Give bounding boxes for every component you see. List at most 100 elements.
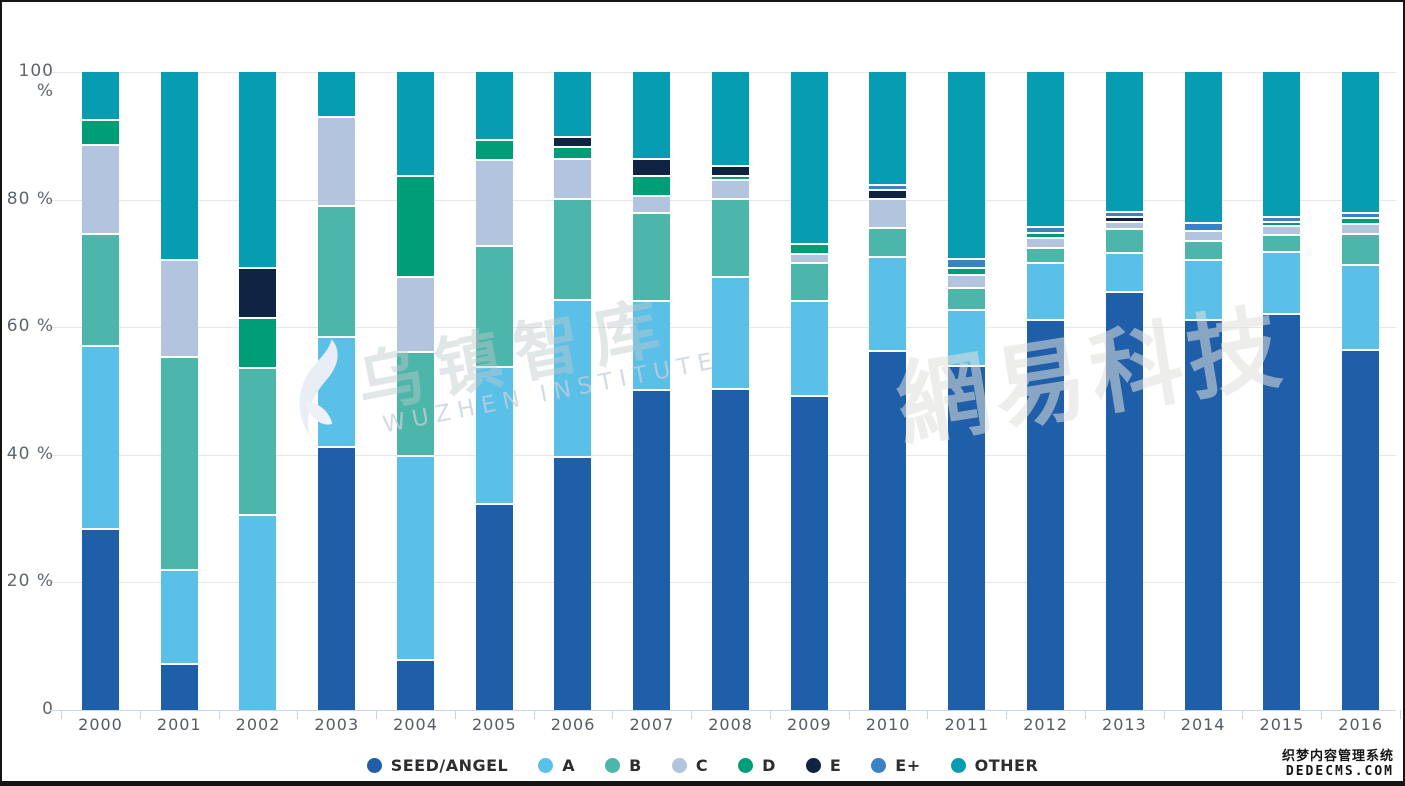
segment-d-2015[interactable] bbox=[1263, 220, 1301, 226]
segment-other-2009[interactable] bbox=[790, 72, 828, 244]
segment-c-2015[interactable] bbox=[1263, 225, 1301, 235]
bar-2001[interactable] bbox=[160, 72, 198, 710]
segment-d-2004[interactable] bbox=[396, 175, 434, 276]
segment-e-2010[interactable] bbox=[869, 189, 907, 199]
bar-2010[interactable] bbox=[869, 72, 907, 710]
segment-b-2000[interactable] bbox=[81, 232, 119, 346]
segment-c-2016[interactable] bbox=[1342, 222, 1380, 233]
segment-d-2008[interactable] bbox=[711, 174, 749, 180]
legend-item-seed-angel[interactable]: SEED/ANGEL bbox=[366, 756, 509, 775]
segment-e+-2013[interactable] bbox=[1105, 211, 1143, 216]
bar-2016[interactable] bbox=[1342, 72, 1380, 710]
segment-a-2007[interactable] bbox=[633, 299, 671, 390]
segment-b-2001[interactable] bbox=[160, 355, 198, 570]
segment-d-2012[interactable] bbox=[1027, 232, 1064, 238]
segment-other-2007[interactable] bbox=[633, 72, 671, 159]
segment-other-2000[interactable] bbox=[81, 72, 119, 120]
segment-c-2009[interactable] bbox=[790, 252, 828, 262]
segment-other-2001[interactable] bbox=[160, 72, 198, 259]
segment-b-2005[interactable] bbox=[475, 244, 513, 367]
legend-item-a[interactable]: A bbox=[538, 756, 575, 775]
segment-seed-angel-2013[interactable] bbox=[1105, 290, 1143, 710]
segment-other-2014[interactable] bbox=[1184, 72, 1222, 222]
segment-c-2007[interactable] bbox=[633, 194, 671, 213]
segment-other-2004[interactable] bbox=[396, 72, 434, 176]
segment-seed-angel-2003[interactable] bbox=[318, 445, 356, 710]
segment-a-2009[interactable] bbox=[790, 300, 828, 396]
bar-2009[interactable] bbox=[790, 72, 828, 710]
segment-b-2013[interactable] bbox=[1105, 228, 1143, 252]
segment-a-2002[interactable] bbox=[239, 514, 277, 710]
segment-seed-angel-2011[interactable] bbox=[948, 365, 986, 710]
segment-c-2012[interactable] bbox=[1027, 237, 1064, 247]
legend-item-other[interactable]: OTHER bbox=[950, 756, 1039, 775]
bar-2011[interactable] bbox=[948, 72, 986, 710]
segment-a-2000[interactable] bbox=[81, 345, 119, 528]
segment-other-2005[interactable] bbox=[475, 72, 513, 140]
segment-d-2000[interactable] bbox=[81, 119, 119, 145]
bar-2007[interactable] bbox=[633, 72, 671, 710]
bar-2006[interactable] bbox=[554, 72, 592, 710]
legend-item-e+[interactable]: E+ bbox=[871, 756, 920, 775]
segment-c-2014[interactable] bbox=[1184, 230, 1222, 241]
segment-other-2003[interactable] bbox=[318, 72, 356, 117]
segment-e-2008[interactable] bbox=[711, 164, 749, 175]
segment-a-2001[interactable] bbox=[160, 569, 198, 663]
segment-d-2016[interactable] bbox=[1342, 216, 1380, 223]
segment-b-2014[interactable] bbox=[1184, 240, 1222, 259]
segment-other-2012[interactable] bbox=[1027, 72, 1064, 227]
segment-b-2011[interactable] bbox=[948, 287, 986, 310]
segment-c-2003[interactable] bbox=[318, 116, 356, 205]
segment-e-2006[interactable] bbox=[554, 136, 592, 147]
segment-c-2005[interactable] bbox=[475, 158, 513, 245]
segment-e-2007[interactable] bbox=[633, 158, 671, 175]
segment-seed-angel-2015[interactable] bbox=[1263, 312, 1301, 710]
segment-e-2002[interactable] bbox=[239, 266, 277, 318]
segment-seed-angel-2012[interactable] bbox=[1027, 318, 1064, 710]
segment-b-2016[interactable] bbox=[1342, 232, 1380, 265]
legend-item-c[interactable]: C bbox=[671, 756, 708, 775]
bar-2013[interactable] bbox=[1105, 72, 1143, 710]
segment-seed-angel-2016[interactable] bbox=[1342, 348, 1380, 710]
segment-e+-2016[interactable] bbox=[1342, 212, 1380, 217]
segment-d-2006[interactable] bbox=[554, 146, 592, 159]
segment-d-2009[interactable] bbox=[790, 243, 828, 253]
segment-other-2011[interactable] bbox=[948, 72, 986, 259]
segment-a-2015[interactable] bbox=[1263, 251, 1301, 313]
bar-2002[interactable] bbox=[239, 72, 277, 710]
segment-other-2013[interactable] bbox=[1105, 72, 1143, 212]
bar-2004[interactable] bbox=[396, 72, 434, 710]
segment-d-2007[interactable] bbox=[633, 174, 671, 195]
legend-item-d[interactable]: D bbox=[738, 756, 776, 775]
segment-a-2013[interactable] bbox=[1105, 251, 1143, 291]
segment-seed-angel-2001[interactable] bbox=[160, 662, 198, 710]
bar-2005[interactable] bbox=[475, 72, 513, 710]
segment-c-2008[interactable] bbox=[711, 179, 749, 198]
bar-2015[interactable] bbox=[1263, 72, 1301, 710]
segment-seed-angel-2007[interactable] bbox=[633, 389, 671, 710]
segment-b-2009[interactable] bbox=[790, 261, 828, 301]
segment-seed-angel-2010[interactable] bbox=[869, 349, 907, 710]
segment-seed-angel-2005[interactable] bbox=[475, 502, 513, 710]
bar-2003[interactable] bbox=[318, 72, 356, 710]
segment-b-2010[interactable] bbox=[869, 227, 907, 256]
segment-b-2004[interactable] bbox=[396, 350, 434, 455]
segment-d-2002[interactable] bbox=[239, 317, 277, 367]
segment-d-2011[interactable] bbox=[948, 266, 986, 275]
segment-a-2016[interactable] bbox=[1342, 264, 1380, 349]
segment-other-2008[interactable] bbox=[711, 72, 749, 165]
segment-seed-angel-2006[interactable] bbox=[554, 456, 592, 710]
segment-a-2011[interactable] bbox=[948, 309, 986, 366]
segment-b-2012[interactable] bbox=[1027, 246, 1064, 263]
segment-e+-2015[interactable] bbox=[1263, 216, 1301, 221]
segment-other-2016[interactable] bbox=[1342, 72, 1380, 213]
segment-b-2002[interactable] bbox=[239, 366, 277, 515]
bar-2008[interactable] bbox=[711, 72, 749, 710]
segment-d-2005[interactable] bbox=[475, 139, 513, 159]
segment-seed-angel-2014[interactable] bbox=[1184, 318, 1222, 710]
bar-2014[interactable] bbox=[1184, 72, 1222, 710]
segment-c-2004[interactable] bbox=[396, 275, 434, 351]
segment-b-2003[interactable] bbox=[318, 204, 356, 336]
segment-b-2008[interactable] bbox=[711, 197, 749, 277]
segment-a-2003[interactable] bbox=[318, 335, 356, 446]
